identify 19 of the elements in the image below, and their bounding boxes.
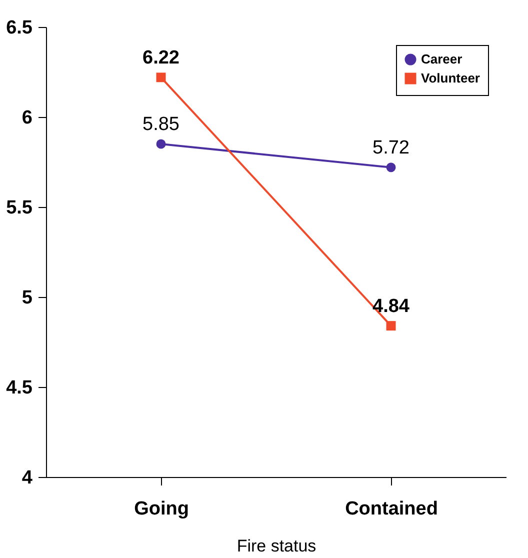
legend-label: Volunteer [421, 70, 480, 86]
x-axis-title: Fire status [236, 536, 316, 556]
legend-label: Career [421, 52, 462, 66]
point [386, 162, 396, 172]
x-tick-label: Contained [345, 498, 438, 520]
y-tick-label: 6 [22, 108, 32, 128]
point [156, 72, 166, 82]
data-label: 5.85 [142, 114, 180, 135]
y-tick-label: 4 [22, 468, 33, 488]
y-tick-label: 5 [22, 288, 33, 308]
data-label: 6.22 [142, 47, 180, 68]
y-tick-label: 5.5 [6, 198, 33, 218]
data-label: 4.84 [372, 296, 410, 317]
point [156, 139, 166, 149]
x-tick-label: Going [134, 498, 189, 520]
data-label: 5.72 [372, 137, 410, 158]
y-tick-label: 4.5 [6, 378, 33, 398]
point [386, 321, 396, 331]
y-tick-label: 6.5 [6, 18, 33, 38]
